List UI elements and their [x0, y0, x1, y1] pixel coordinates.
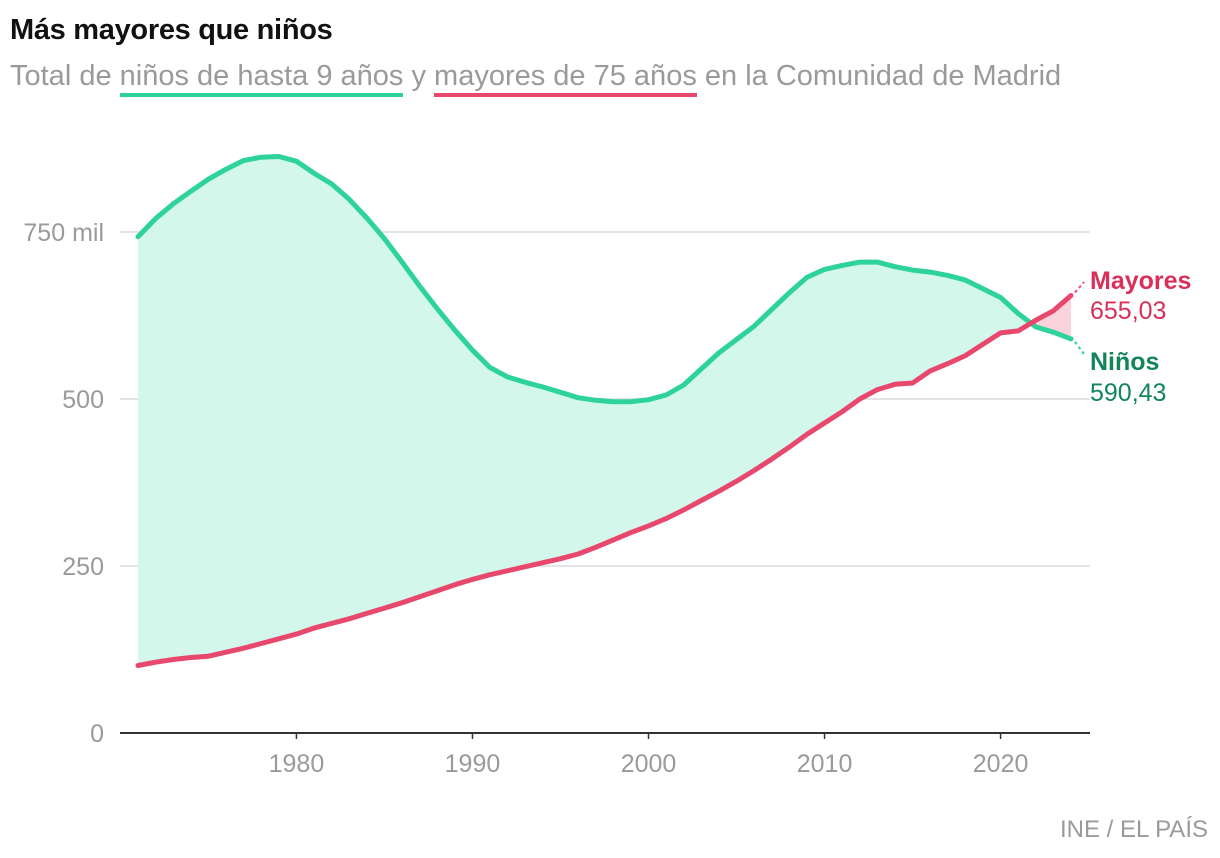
- series-line-mayores: [135, 293, 1074, 668]
- x-tick-label: 1990: [445, 750, 501, 778]
- mayores-end-label-value: 655,03: [1090, 297, 1166, 325]
- chart-title: Más mayores que niños: [10, 14, 333, 46]
- series-line-ninos: [135, 154, 1074, 405]
- x-tick-label: 1980: [269, 750, 325, 778]
- source-credit: INE / EL PAÍS: [1059, 816, 1208, 843]
- x-tick-label: 2000: [621, 750, 677, 778]
- legend-ninos: niños de hasta 9 años: [119, 60, 404, 97]
- chart-subtitle: Total de niños de hasta 9 años y mayores…: [10, 60, 1062, 97]
- y-tick-label: 0: [90, 720, 104, 748]
- ninos-end-label-name: Niños: [1090, 348, 1159, 376]
- series-lines: [135, 154, 1074, 668]
- x-tick-label: 2010: [797, 750, 853, 778]
- ninos-label-leader: [1074, 341, 1085, 355]
- mayores-label-leader: [1074, 281, 1085, 294]
- mayores-end-label-name: Mayores: [1090, 267, 1191, 295]
- subtitle-middle: y: [403, 60, 435, 92]
- ninos-surplus-area: [138, 156, 1031, 666]
- gap-areas: [138, 156, 1071, 666]
- y-tick-label: 500: [62, 386, 104, 414]
- x-tick-label: 2020: [973, 750, 1029, 778]
- legend-mayores: mayores de 75 años: [434, 60, 697, 97]
- subtitle-prefix: Total de: [10, 60, 120, 92]
- subtitle-suffix: en la Comunidad de Madrid: [696, 60, 1062, 92]
- y-tick-label: 250: [62, 553, 104, 581]
- ninos-end-label-value: 590,43: [1090, 379, 1166, 407]
- axes: 0 250 500 750 mil 1980 1990 2000 2010 2020: [23, 219, 1090, 778]
- y-tick-label: 750 mil: [23, 219, 104, 247]
